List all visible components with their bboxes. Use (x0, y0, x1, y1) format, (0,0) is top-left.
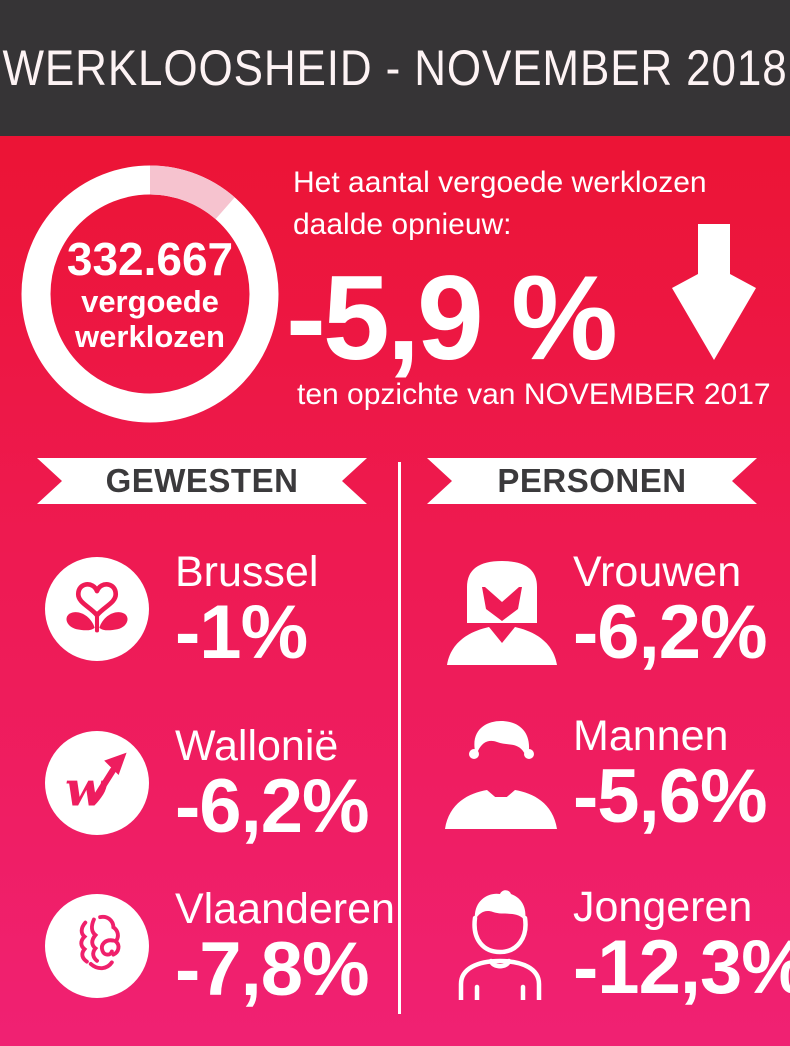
down-arrow-icon (672, 224, 756, 360)
stat-label: Brussel (175, 548, 319, 596)
header: WERKLOOSHEID - NOVEMBER 2018 (0, 0, 790, 136)
section-title-personen: PERSONEN (497, 462, 687, 499)
stat-row-vrouwen: Vrouwen -6,2% (437, 548, 768, 675)
page-title: WERKLOOSHEID - NOVEMBER 2018 (2, 40, 788, 96)
stat-text: Jongeren -12,3% (573, 883, 790, 1010)
donut-chart: 332.667 vergoede werklozen (21, 165, 279, 423)
stat-row-mannen: Mannen -5,6% (437, 712, 768, 839)
donut-value: 332.667 (66, 233, 234, 285)
stat-row-brussel: Brussel -1% (45, 548, 319, 675)
young-person-icon (458, 890, 542, 1000)
stat-text: Brussel -1% (175, 548, 319, 675)
stat-label: Wallonië (175, 722, 339, 770)
intro-text: Het aantal vergoede werklozen daalde opn… (293, 162, 707, 246)
donut-center-text: 332.667 vergoede werklozen (21, 165, 279, 423)
stat-label: Vrouwen (573, 548, 742, 596)
stat-value: -1% (175, 590, 308, 675)
intro-line2: daalde opnieuw: (293, 208, 512, 241)
stat-text: Wallonië -6,2% (175, 722, 370, 849)
brussels-iris-icon (45, 557, 149, 661)
column-divider (398, 462, 401, 1014)
stat-value: -7,8% (175, 927, 370, 1012)
donut-label-line1: vergoede (81, 284, 219, 319)
comparison-text: ten opzichte van NOVEMBER 2017 (297, 378, 771, 411)
stat-value: -12,3% (573, 925, 790, 1010)
stat-text: Vlaanderen -7,8% (175, 885, 395, 1012)
stat-text: Vrouwen -6,2% (573, 548, 768, 675)
main-body: 332.667 vergoede werklozen Het aantal ve… (0, 136, 790, 1046)
ribbon-gewesten: GEWESTEN (37, 458, 367, 504)
stat-label: Jongeren (573, 883, 753, 931)
flanders-lion-icon (45, 894, 149, 998)
ribbon-personen: PERSONEN (427, 458, 757, 504)
man-icon (445, 721, 557, 829)
stat-row-vlaanderen: Vlaanderen -7,8% (45, 885, 395, 1012)
donut-ring-icon (21, 165, 279, 423)
stat-value: -6,2% (573, 590, 768, 675)
headline-change-value: -5,9 % (286, 251, 618, 385)
stat-row-jongeren: Jongeren -12,3% (437, 883, 790, 1010)
stat-label: Mannen (573, 712, 729, 760)
stat-label: Vlaanderen (175, 885, 395, 933)
stat-value: -6,2% (175, 764, 370, 849)
wallonia-w-arrow-icon: w (45, 731, 149, 835)
stat-value: -5,6% (573, 754, 768, 839)
intro-line1: Het aantal vergoede werklozen (293, 166, 707, 199)
stat-text: Mannen -5,6% (573, 712, 768, 839)
woman-icon (447, 561, 557, 665)
section-title-gewesten: GEWESTEN (105, 462, 299, 499)
stat-row-wallonie: w Wallonië -6,2% (45, 722, 370, 849)
donut-label-line2: werklozen (75, 319, 225, 354)
